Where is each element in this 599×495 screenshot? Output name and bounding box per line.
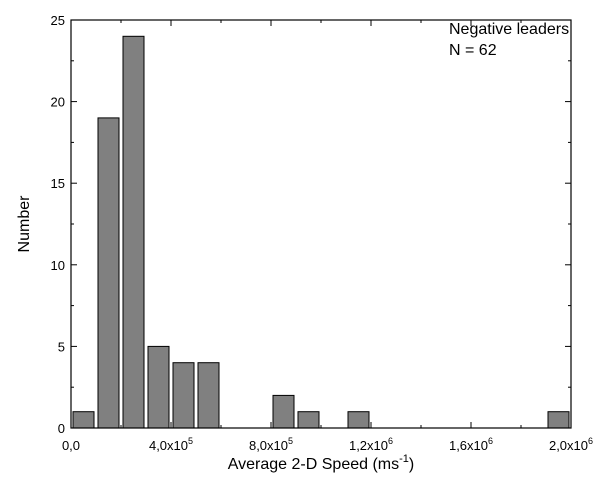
bar-8 [272,394,295,429]
axes-group [70,19,572,429]
y-tick-label-2: 10 [51,258,65,273]
bar-2 [122,35,145,429]
bar-11 [347,411,370,429]
bar-4 [172,362,195,429]
y-tick-label-4: 20 [51,95,65,110]
x-tick-label-5: 2,0x106 [549,436,593,453]
ticks-group [70,19,572,429]
titles-group: Average 2-D Speed (ms-1) Number Negative l… [16,21,569,473]
annotation-line-1: N = 62 [449,42,497,59]
y-tick-label-5: 25 [51,13,65,28]
y-tick-label-3: 15 [51,176,65,191]
x-tick-label-2: 8,0x105 [249,436,293,453]
bar-9 [297,411,320,429]
x-tick-label-4: 1,6x106 [449,436,493,453]
x-axis-title: Average 2-D Speed (ms-1) [228,453,414,473]
y-axis-title: Number [16,195,33,253]
tick-labels-group: 0 5 10 15 20 25 0,0 4,0x105 8,0x105 1,2x106 1,6x10… [51,13,594,453]
bar-0 [72,411,95,429]
bars-group [72,35,570,429]
bar-5 [197,362,220,429]
x-tick-label-3: 1,2x106 [349,436,393,453]
x-tick-label-1: 4,0x105 [149,436,193,453]
y-tick-label-0: 0 [58,421,65,436]
bar-19 [547,411,570,429]
y-tick-label-1: 5 [58,339,65,354]
x-tick-label-0: 0,0 [62,438,80,453]
annotation-line-0: Negative leaders [449,21,569,38]
plot-frame [70,19,572,429]
bar-3 [147,345,170,429]
bar-1 [97,117,120,429]
